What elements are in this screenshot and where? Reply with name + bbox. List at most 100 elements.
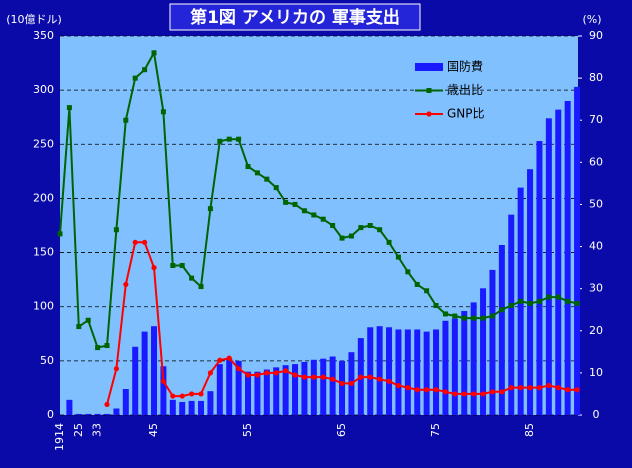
y2-tick-label: 20	[589, 324, 603, 337]
y-tick-label: 50	[40, 354, 54, 367]
marker	[104, 401, 110, 408]
marker	[574, 300, 580, 306]
bar	[226, 358, 233, 415]
x-tick-label: 85	[523, 423, 536, 437]
marker	[160, 109, 166, 115]
bar	[263, 369, 270, 415]
bar	[198, 400, 205, 415]
marker	[123, 281, 129, 288]
marker	[405, 385, 411, 391]
y-tick-label: 300	[33, 83, 54, 96]
marker	[489, 313, 495, 319]
bar	[404, 329, 411, 415]
marker	[452, 391, 458, 397]
marker	[442, 389, 449, 395]
marker	[499, 389, 505, 395]
bar	[555, 109, 562, 416]
bar	[508, 214, 515, 415]
marker	[189, 275, 195, 281]
bar	[301, 361, 308, 415]
marker	[386, 239, 392, 245]
marker	[301, 208, 307, 214]
marker	[433, 303, 439, 309]
marker	[76, 324, 82, 330]
marker	[565, 298, 571, 304]
marker	[198, 284, 204, 290]
y2-tick-label: 50	[589, 197, 603, 210]
bar	[66, 399, 73, 415]
legend-label: GNP比	[447, 107, 485, 121]
marker	[424, 387, 430, 393]
marker	[104, 343, 110, 349]
marker	[489, 389, 496, 395]
legend-marker	[426, 111, 432, 117]
bar	[179, 402, 186, 415]
marker	[66, 105, 72, 111]
marker	[461, 391, 467, 397]
bar	[75, 413, 82, 415]
marker	[536, 298, 542, 304]
marker	[236, 366, 242, 372]
marker	[151, 265, 157, 271]
y2-tick-label: 80	[589, 71, 603, 84]
marker	[480, 315, 486, 321]
bar	[527, 169, 534, 415]
marker	[273, 370, 279, 376]
bar	[132, 346, 139, 415]
marker	[132, 239, 138, 245]
marker	[264, 176, 270, 182]
bar	[85, 413, 92, 415]
marker	[442, 311, 448, 317]
y2-tick-label: 60	[589, 155, 603, 168]
legend-swatch	[415, 63, 443, 71]
marker	[414, 281, 420, 287]
marker	[339, 380, 345, 387]
marker	[132, 75, 138, 81]
bar	[169, 399, 176, 415]
legend-label: 国防費	[447, 59, 483, 74]
marker	[189, 391, 195, 397]
marker	[254, 170, 260, 176]
marker	[123, 117, 129, 123]
marker	[217, 138, 223, 144]
marker	[245, 372, 251, 378]
marker	[254, 372, 261, 378]
y-tick-label: 350	[33, 29, 54, 42]
marker	[424, 288, 430, 294]
marker	[480, 391, 486, 397]
marker	[377, 227, 383, 233]
bar	[216, 364, 223, 415]
bar	[536, 141, 543, 415]
marker	[377, 376, 383, 382]
bar	[254, 371, 261, 415]
marker	[113, 227, 119, 233]
marker	[264, 370, 270, 376]
marker	[311, 374, 317, 380]
marker	[226, 355, 232, 361]
x-tick-label: 25	[72, 423, 85, 437]
y2-tick-label: 10	[589, 366, 603, 379]
marker	[471, 391, 477, 397]
marker	[555, 294, 561, 300]
bar	[489, 269, 496, 415]
marker	[301, 374, 308, 380]
x-tick-label: 75	[429, 423, 442, 437]
marker	[555, 385, 561, 391]
marker	[292, 201, 298, 207]
marker	[283, 199, 289, 205]
legend-marker	[426, 88, 432, 93]
y2-tick-label: 90	[589, 29, 603, 42]
marker	[207, 370, 214, 376]
bar	[122, 389, 129, 415]
legend-label: 歳出比	[447, 83, 483, 97]
marker	[245, 164, 251, 170]
bar	[207, 391, 214, 415]
bar	[160, 366, 167, 415]
x-tick-label: 55	[241, 423, 254, 437]
y2-tick-label: 40	[589, 240, 603, 253]
marker	[142, 67, 148, 73]
bar	[414, 329, 421, 415]
marker	[170, 263, 176, 269]
marker	[320, 374, 326, 380]
